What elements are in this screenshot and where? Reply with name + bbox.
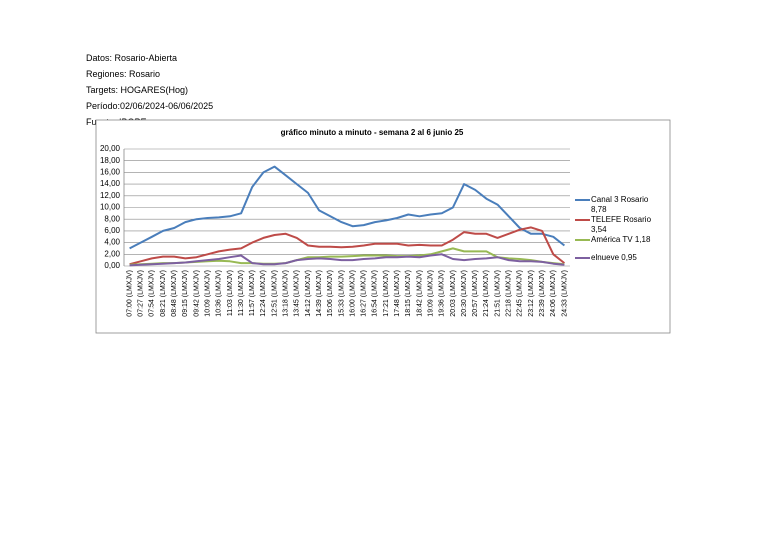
x-tick-label: 07:00 (LMXJV): [126, 270, 133, 317]
chart-frame: [95, 119, 671, 334]
x-tick-label: 10:09 (LMXJV): [204, 270, 211, 317]
x-tick-label: 08:21 (LMXJV): [160, 270, 167, 317]
y-tick-label: 0,00: [104, 261, 120, 270]
x-tick-label: 20:57 (LMXJV): [472, 270, 479, 317]
x-tick-label: 13:45 (LMXJV): [294, 270, 301, 317]
chart-title: gráfico minuto a minuto - semana 2 al 6 …: [281, 128, 464, 137]
header-line: Targets: HOGARES(Hog): [86, 85, 189, 95]
x-tick-label: 21:51 (LMXJV): [494, 270, 501, 317]
header-line: Período:02/06/2024-06/06/2025: [86, 101, 214, 111]
x-tick-label: 11:57 (LMXJV): [249, 270, 256, 316]
y-tick-label: 14,00: [100, 179, 121, 188]
legend-entry: elnueve 0,95: [591, 253, 637, 262]
x-tick-label: 23:39 (LMXJV): [539, 270, 546, 317]
x-tick-label: 09:15 (LMXJV): [182, 270, 189, 317]
series-line: [129, 226, 566, 266]
x-tick-label: 10:36 (LMXJV): [216, 270, 223, 317]
legend-entry: TELEFE Rosario 3,54: [591, 215, 652, 234]
x-tick-label: 16:27 (LMXJV): [361, 270, 368, 317]
x-tick-label: 24:06 (LMXJV): [550, 270, 557, 317]
y-tick-label: 2,00: [104, 249, 120, 258]
x-tick-label: 15:33 (LMXJV): [338, 270, 345, 317]
x-tick-label: 22:45 (LMXJV): [517, 270, 524, 317]
y-tick-label: 10,00: [100, 203, 121, 212]
x-tick-label: 20:03 (LMXJV): [450, 270, 457, 317]
x-tick-label: 18:15 (LMXJV): [405, 270, 412, 317]
x-tick-label: 23:12 (LMXJV): [528, 270, 535, 317]
x-tick-label: 07:27 (LMXJV): [138, 270, 145, 317]
y-tick-label: 8,00: [104, 214, 120, 223]
x-tick-label: 11:30 (LMXJV): [238, 270, 245, 316]
x-tick-label: 22:18 (LMXJV): [506, 270, 513, 317]
x-tick-label: 13:18 (LMXJV): [283, 270, 290, 317]
x-tick-label: 21:24 (LMXJV): [483, 270, 490, 317]
x-tick-label: 17:21 (LMXJV): [383, 270, 390, 317]
x-tick-label: 09:42 (LMXJV): [193, 270, 200, 317]
series-line: [129, 165, 566, 250]
x-tick-label: 24:33 (LMXJV): [561, 270, 568, 317]
y-tick-label: 4,00: [104, 238, 120, 247]
x-tick-label: 16:54 (LMXJV): [372, 270, 379, 317]
x-tick-label: 07:54 (LMXJV): [149, 270, 156, 317]
x-tick-label: 19:36 (LMXJV): [439, 270, 446, 317]
legend-entry: América TV 1,18: [591, 235, 651, 244]
y-tick-label: 12,00: [100, 191, 121, 200]
x-tick-label: 17:48 (LMXJV): [394, 270, 401, 317]
y-tick-label: 20,00: [100, 144, 121, 153]
header-line: Regiones: Rosario: [86, 69, 161, 79]
x-tick-label: 16:00 (LMXJV): [349, 270, 356, 317]
series-line: [129, 253, 565, 267]
y-tick-label: 6,00: [104, 226, 120, 235]
x-tick-label: 12:51 (LMXJV): [271, 270, 278, 317]
x-tick-label: 20:30 (LMXJV): [461, 270, 468, 317]
x-tick-label: 12:24 (LMXJV): [260, 270, 267, 317]
x-tick-label: 18:42 (LMXJV): [416, 270, 423, 317]
x-tick-label: 14:39 (LMXJV): [316, 270, 323, 317]
x-tick-label: 14:12 (LMXJV): [305, 270, 312, 317]
y-tick-label: 18,00: [100, 156, 121, 165]
x-tick-label: 11:03 (LMXJV): [227, 270, 234, 316]
legend-entry: Canal 3 Rosario 8,78: [591, 195, 649, 214]
x-tick-label: 08:48 (LMXJV): [171, 270, 178, 317]
header-line: Datos: Rosario-Abierta: [86, 53, 178, 63]
x-tick-label: 19:09 (LMXJV): [427, 270, 434, 317]
x-tick-label: 15:06 (LMXJV): [327, 270, 334, 317]
y-tick-label: 16,00: [100, 168, 121, 177]
